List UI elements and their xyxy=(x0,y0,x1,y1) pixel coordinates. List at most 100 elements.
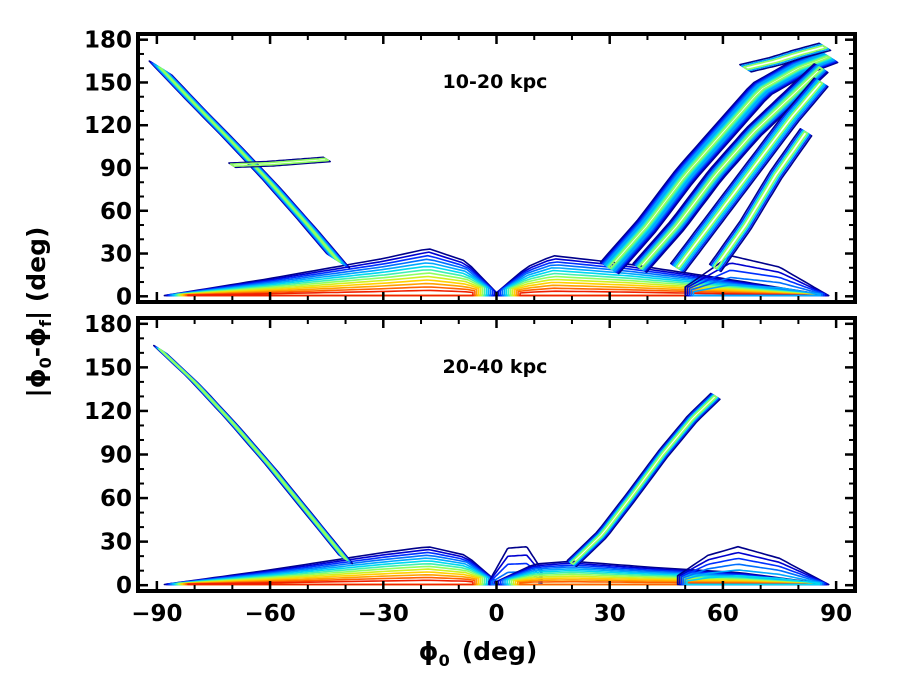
contour-level xyxy=(710,128,811,272)
contour-level xyxy=(682,563,824,586)
x-tick-label: −90 xyxy=(131,601,182,627)
x-tick-label: −60 xyxy=(244,601,295,627)
y-tick-label: 150 xyxy=(84,70,132,96)
y-tick-label: 90 xyxy=(100,156,132,182)
contour-level xyxy=(686,575,821,586)
ridge-0 xyxy=(148,60,351,269)
contour-level xyxy=(570,394,718,565)
top-panel-label: 10-20 kpc xyxy=(443,71,548,93)
contour-level xyxy=(519,290,806,297)
contour-level xyxy=(606,54,832,270)
contour-level xyxy=(670,77,829,273)
contour-level xyxy=(158,348,348,561)
x-tick-label: −30 xyxy=(358,601,409,627)
y-axis-part-2: 0 xyxy=(36,357,55,368)
contour-level xyxy=(708,128,813,273)
contour-level xyxy=(675,80,824,270)
x-tick-label: 60 xyxy=(707,601,739,627)
contour-level xyxy=(601,51,837,273)
x-axis-subscript: 0 xyxy=(439,651,450,670)
contour-level xyxy=(684,255,830,297)
top-panel-plot-area xyxy=(148,42,839,297)
contour-level xyxy=(568,394,719,566)
contour-level xyxy=(488,546,543,586)
contour-level xyxy=(671,78,828,272)
contour-level xyxy=(181,279,480,297)
contour-level xyxy=(605,54,833,271)
bottom-panel-plot-area xyxy=(153,344,830,586)
y-tick-label: 0 xyxy=(116,573,132,599)
contour-level xyxy=(603,52,835,272)
contour-level xyxy=(632,63,829,273)
contour-level xyxy=(692,284,821,297)
contour-level xyxy=(229,157,330,167)
ridge-6 xyxy=(739,42,832,73)
contour-level xyxy=(672,79,826,272)
top-panel: 0 30 60 90 120 150 180 10-20 kpc xyxy=(84,28,857,310)
x-tick-label: 30 xyxy=(594,601,626,627)
contour-level xyxy=(678,551,828,586)
contour-level xyxy=(680,557,826,586)
wedge-2 xyxy=(495,560,830,586)
contour-level xyxy=(158,66,341,263)
contour-level xyxy=(175,269,486,297)
y-axis-part-5: | (deg) xyxy=(22,227,51,320)
bottom-panel-ticks: −90 −60 −30 0 30 60 90 0 30 60 90 120 150 180 xyxy=(84,312,855,627)
contour-level xyxy=(604,53,834,272)
contour-level xyxy=(634,64,827,272)
contour-level xyxy=(566,392,721,568)
contour-level xyxy=(183,282,478,297)
wedge-2 xyxy=(684,255,830,297)
contour-level xyxy=(567,393,720,567)
ridge-1 xyxy=(599,50,839,275)
contour-level xyxy=(519,580,806,586)
y-tick-label: 120 xyxy=(84,399,132,425)
y-tick-label: 60 xyxy=(100,486,132,512)
y-axis-part-3: -ϕ xyxy=(22,327,51,357)
y-tick-label: 30 xyxy=(100,530,132,556)
ridge-3 xyxy=(670,77,829,273)
ridge-1 xyxy=(566,392,721,568)
contour-level xyxy=(713,130,809,270)
ridge-0 xyxy=(153,344,354,565)
contour-level xyxy=(187,579,474,586)
wedge-0 xyxy=(163,546,498,586)
y-axis-part-4: f xyxy=(36,319,55,327)
y-axis-part-1: |ϕ xyxy=(22,368,51,397)
ridge-4 xyxy=(708,128,813,273)
contour-level xyxy=(187,289,474,297)
contour-level xyxy=(676,545,830,586)
y-tick-label: 150 xyxy=(84,355,132,381)
top-panel-ticks: 0 30 60 90 120 150 180 xyxy=(84,28,855,310)
contour-level xyxy=(690,276,824,297)
y-tick-label: 120 xyxy=(84,113,132,139)
contour-level xyxy=(739,42,832,73)
y-tick-label: 180 xyxy=(84,312,132,338)
contour-level xyxy=(600,50,838,274)
contour-level xyxy=(684,569,822,586)
contour-level xyxy=(742,44,828,71)
contour-level xyxy=(711,129,810,271)
contour-level xyxy=(633,63,828,273)
contour-level xyxy=(741,43,830,72)
ridge-2 xyxy=(632,63,829,273)
contour-level xyxy=(173,265,488,297)
contour-level xyxy=(599,50,839,275)
wedge-1 xyxy=(495,255,830,297)
contour-level xyxy=(228,156,331,169)
contour-level xyxy=(602,52,836,273)
contour-level xyxy=(674,80,825,271)
contour-level xyxy=(177,272,484,297)
y-tick-label: 0 xyxy=(116,284,132,310)
contour-level xyxy=(686,262,828,297)
x-axis-symbol: ϕ xyxy=(419,637,439,666)
contour-level xyxy=(638,66,823,270)
contour-level xyxy=(185,286,476,297)
y-tick-label: 90 xyxy=(100,443,132,469)
wedge-3 xyxy=(676,545,830,586)
x-axis-title: ϕ0 (deg) xyxy=(419,637,538,670)
y-tick-label: 30 xyxy=(100,242,132,268)
x-tick-label: 90 xyxy=(820,601,852,627)
wedge-0 xyxy=(163,248,498,297)
